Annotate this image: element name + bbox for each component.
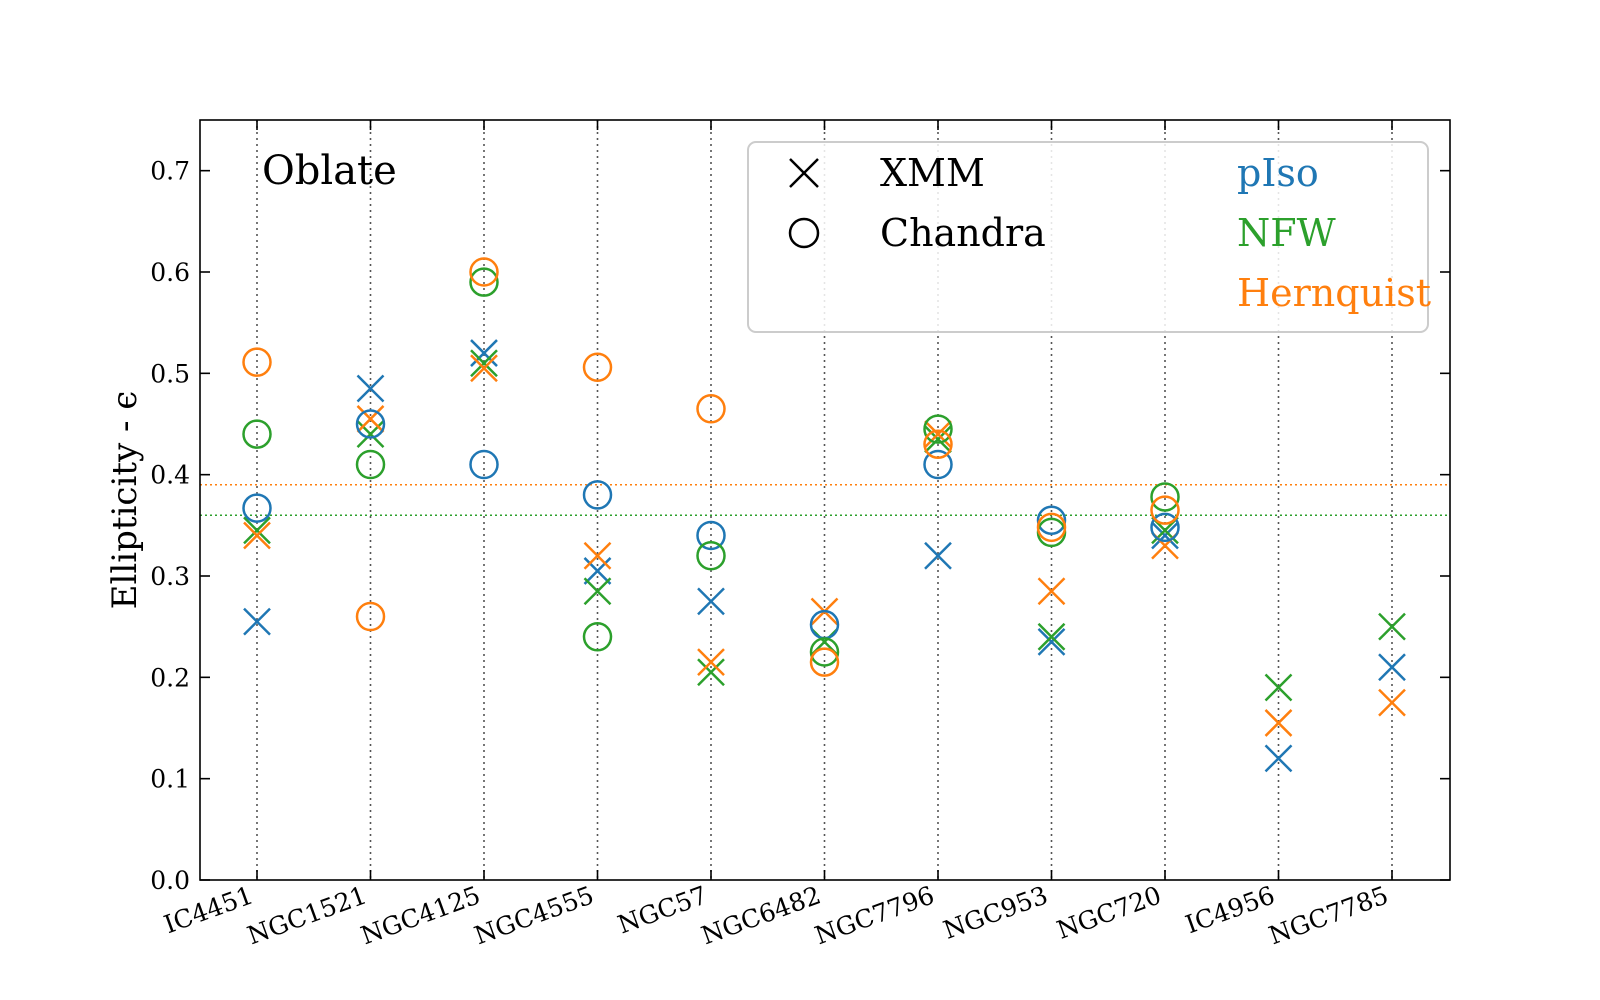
y-tick-label: 0.4 xyxy=(150,461,190,490)
y-tick-label: 0.7 xyxy=(150,157,190,186)
legend-chandra-label: Chandra xyxy=(880,211,1046,255)
legend: XMM Chandra pIso NFW Hernquist xyxy=(748,142,1431,332)
y-axis-label: Ellipticity - ϵ xyxy=(105,391,145,610)
legend-nfw-label: NFW xyxy=(1237,211,1336,255)
y-tick-label: 0.5 xyxy=(150,359,190,388)
y-tick-label: 0.6 xyxy=(150,258,190,287)
legend-piso-label: pIso xyxy=(1237,151,1319,195)
y-tick-label: 0.3 xyxy=(150,562,190,591)
y-tick-label: 0.2 xyxy=(150,663,190,692)
legend-xmm-label: XMM xyxy=(880,151,985,195)
y-tick-label: 0.1 xyxy=(150,765,190,794)
scatter-chart: 0.00.10.20.30.40.50.60.7 IC4451NGC1521NG… xyxy=(0,0,1600,1000)
chart-annotation: Oblate xyxy=(262,148,397,194)
y-tick-label: 0.0 xyxy=(150,866,190,895)
legend-hernquist-label: Hernquist xyxy=(1237,271,1431,315)
